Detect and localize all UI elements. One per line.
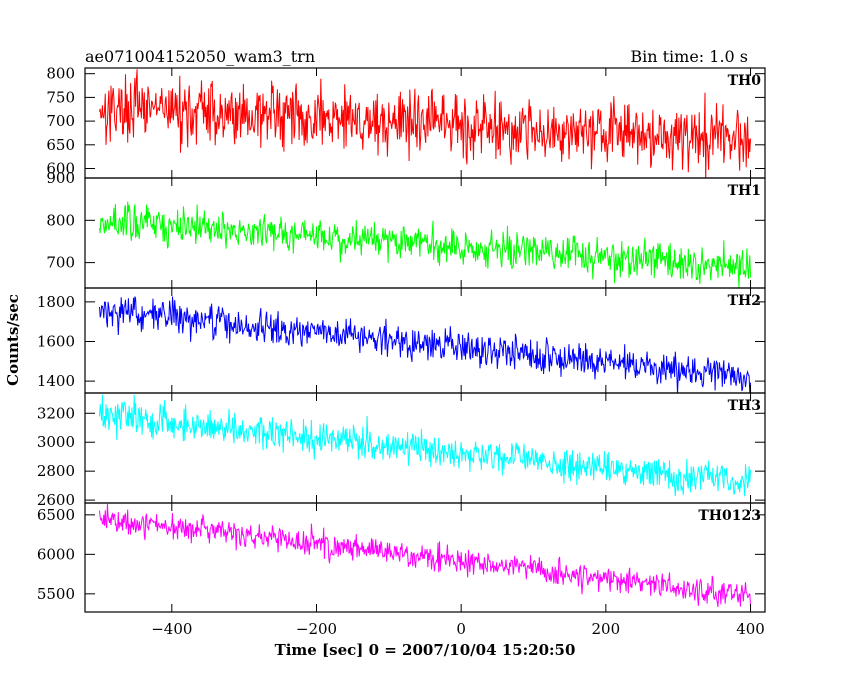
panel-frame [84,177,766,289]
y-tick-label: 600 [46,160,75,178]
y-tick-label: 3200 [37,404,75,422]
panel-label-th1: TH1 [728,183,761,199]
y-tick-label: 650 [46,136,75,154]
panel-th3: 2600 2800 3000 3200 TH3 [37,392,766,509]
series-th1 [99,201,751,288]
y-tick-label: 2800 [37,462,75,480]
y-tick-label: 6000 [37,545,75,563]
series-th3 [99,394,751,497]
panel-frame [84,287,766,394]
series-th2 [99,296,751,393]
y-tick-label: 1800 [37,293,75,311]
panels: 600 650 700 750 800 TH0 700 800 900 TH1 1400 1600 18… [37,65,766,638]
series-th0 [99,69,751,178]
bin-time-label: Bin time: 1.0 s [630,47,748,66]
panel-label-th3: TH3 [728,398,761,414]
panel-frame [84,502,766,613]
x-tick-label: 400 [736,620,765,638]
y-tick-label: 700 [46,112,75,130]
y-tick-label: 1600 [37,332,75,350]
chart-title: ae071004152050_wam3_trn [85,47,315,66]
y-axis-title: Counts/sec [4,294,22,386]
y-tick-label: 1400 [37,372,75,390]
x-tick-label: −200 [296,620,337,638]
y-tick-label: 800 [46,211,75,229]
series-th0123 [99,503,751,607]
x-tick-label: −400 [151,620,192,638]
y-tick-label: 750 [46,88,75,106]
panel-label-th2: TH2 [728,293,761,309]
x-tick-label: 0 [456,620,466,638]
y-tick-label: 700 [46,254,75,272]
x-tick-label: 200 [592,620,621,638]
y-tick-label: 6500 [37,506,75,524]
panel-th0123: 5500 6000 6500 TH0123 [37,502,766,613]
y-tick-label: 900 [46,169,75,187]
y-tick-label: 800 [46,65,75,83]
x-axis-title: Time [sec] 0 = 2007/10/04 15:20:50 [275,641,576,659]
panel-th2: 1400 1600 1800 TH2 [37,287,766,394]
panel-th1: 700 800 900 TH1 [46,169,766,289]
y-tick-label: 2600 [37,491,75,509]
panel-th0: 600 650 700 750 800 TH0 [46,65,766,179]
panel-label-th0: TH0 [728,73,762,89]
y-tick-label: 5500 [37,585,75,603]
y-tick-label: 3000 [37,433,75,451]
panel-label-th0123: TH0123 [698,508,761,524]
